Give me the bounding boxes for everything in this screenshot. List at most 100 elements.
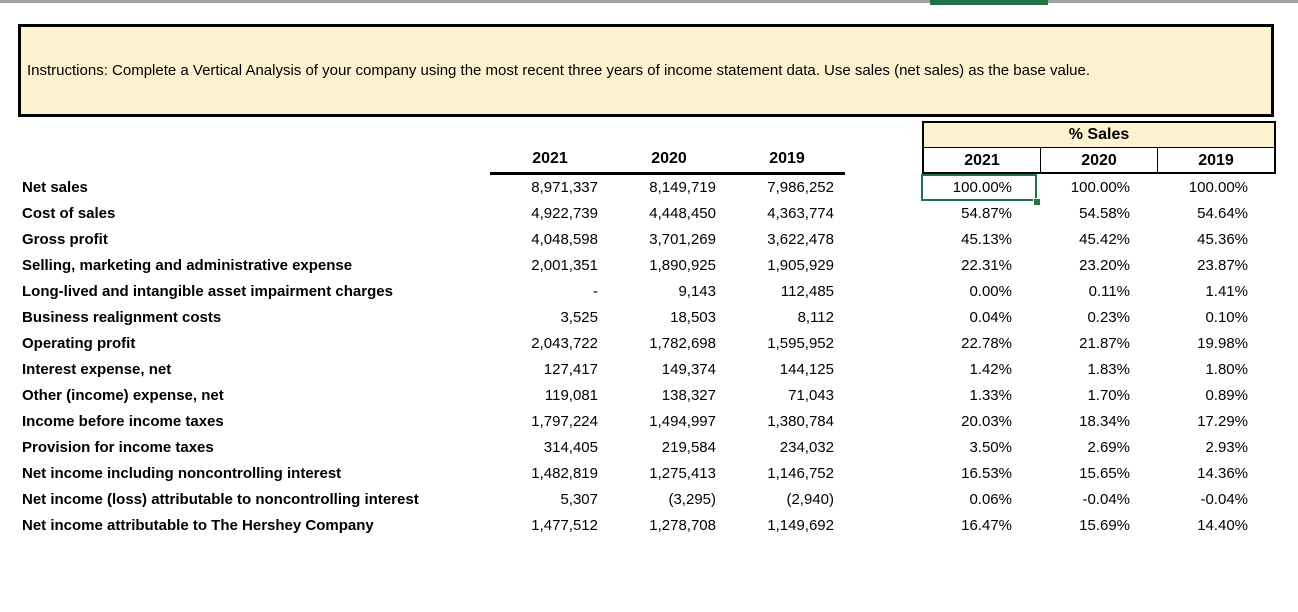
dollar-year-header-2020[interactable]: 2020	[651, 150, 687, 167]
pct-2019-cell[interactable]: 0.10%	[1205, 309, 1248, 326]
pct-2019-cell[interactable]: 1.80%	[1205, 361, 1248, 378]
pct-2021-cell[interactable]: 1.33%	[969, 387, 1012, 404]
dollar-year-header-2019[interactable]: 2019	[769, 150, 805, 167]
dollar-2021-cell[interactable]: 1,477,512	[531, 517, 598, 534]
pct-2021-cell[interactable]: 45.13%	[961, 231, 1012, 248]
pct-year-header-2020[interactable]: 2020	[1040, 148, 1157, 173]
pct-2020-cell[interactable]: 0.23%	[1087, 309, 1130, 326]
row-label-cell[interactable]: Operating profit	[22, 335, 136, 352]
dollar-2020-cell[interactable]: 1,782,698	[649, 335, 716, 352]
dollar-2019-cell[interactable]: 144,125	[779, 361, 834, 378]
pct-2019-cell[interactable]: 19.98%	[1197, 335, 1248, 352]
dollar-2020-cell[interactable]: 1,890,925	[649, 257, 716, 274]
dollar-2020-cell[interactable]: 1,275,413	[649, 465, 716, 482]
pct-2021-cell[interactable]: 16.53%	[961, 465, 1012, 482]
row-label-cell[interactable]: Gross profit	[22, 231, 108, 248]
pct-sales-title-cell[interactable]: % Sales	[924, 123, 1274, 148]
pct-2021-cell[interactable]: 54.87%	[961, 205, 1012, 222]
pct-2021-cell[interactable]: 3.50%	[969, 439, 1012, 456]
pct-2021-cell[interactable]: 0.04%	[969, 309, 1012, 326]
dollar-2021-cell[interactable]: 4,048,598	[531, 231, 598, 248]
pct-2020-cell[interactable]: 2.69%	[1087, 439, 1130, 456]
dollar-2019-cell[interactable]: 1,595,952	[767, 335, 834, 352]
row-label-cell[interactable]: Net income attributable to The Hershey C…	[22, 517, 374, 534]
dollar-2020-cell[interactable]: 9,143	[678, 283, 716, 300]
pct-2019-cell[interactable]: 0.89%	[1205, 387, 1248, 404]
pct-2019-cell[interactable]: 100.00%	[1188, 179, 1248, 196]
pct-2019-cell[interactable]: 45.36%	[1197, 231, 1248, 248]
pct-2019-cell[interactable]: 1.41%	[1205, 283, 1248, 300]
pct-2021-cell[interactable]: 0.00%	[969, 283, 1012, 300]
dollar-2021-cell[interactable]: 2,043,722	[531, 335, 598, 352]
row-label-cell[interactable]: Net income including noncontrolling inte…	[22, 465, 342, 482]
pct-2019-cell[interactable]: 17.29%	[1197, 413, 1248, 430]
dollar-2021-cell[interactable]: 4,922,739	[531, 205, 598, 222]
dollar-year-header-2021[interactable]: 2021	[532, 150, 568, 167]
pct-2021-cell[interactable]: 16.47%	[961, 517, 1012, 534]
row-label-cell[interactable]: Cost of sales	[22, 205, 116, 222]
dollar-2021-cell[interactable]: 127,417	[543, 361, 598, 378]
pct-2021-cell[interactable]: 1.42%	[969, 361, 1012, 378]
dollar-2021-cell[interactable]: -	[593, 283, 598, 300]
row-label-cell[interactable]: Net sales	[22, 179, 88, 196]
dollar-2021-cell[interactable]: 314,405	[543, 439, 598, 456]
dollar-2021-cell[interactable]: 119,081	[544, 387, 598, 404]
row-label-cell[interactable]: Other (income) expense, net	[22, 387, 224, 404]
dollar-2019-cell[interactable]: 1,380,784	[767, 413, 834, 430]
dollar-2020-cell[interactable]: 219,584	[661, 439, 716, 456]
dollar-2019-cell[interactable]: 1,146,752	[767, 465, 834, 482]
pct-2021-cell[interactable]: 100.00%	[952, 179, 1012, 196]
pct-2020-cell[interactable]: 100.00%	[1070, 179, 1130, 196]
dollar-2020-cell[interactable]: (3,295)	[668, 491, 716, 508]
row-label-cell[interactable]: Provision for income taxes	[22, 439, 214, 456]
dollar-2019-cell[interactable]: 4,363,774	[767, 205, 834, 222]
row-label-cell[interactable]: Business realignment costs	[22, 309, 222, 326]
pct-2020-cell[interactable]: 21.87%	[1079, 335, 1130, 352]
pct-2020-cell[interactable]: 1.70%	[1087, 387, 1130, 404]
pct-2019-cell[interactable]: 14.36%	[1197, 465, 1248, 482]
dollar-2021-cell[interactable]: 2,001,351	[531, 257, 598, 274]
dollar-2019-cell[interactable]: 1,149,692	[767, 517, 834, 534]
pct-2021-cell[interactable]: 22.31%	[961, 257, 1012, 274]
dollar-2021-cell[interactable]: 5,307	[560, 491, 598, 508]
row-label-cell[interactable]: Interest expense, net	[22, 361, 172, 378]
dollar-2020-cell[interactable]: 4,448,450	[649, 205, 716, 222]
dollar-2021-cell[interactable]: 8,971,337	[531, 179, 598, 196]
pct-2020-cell[interactable]: 1.83%	[1087, 361, 1130, 378]
pct-2020-cell[interactable]: 18.34%	[1079, 413, 1130, 430]
dollar-2020-cell[interactable]: 138,327	[661, 387, 716, 404]
pct-2020-cell[interactable]: -0.04%	[1082, 491, 1130, 508]
pct-year-header-2021[interactable]: 2021	[964, 151, 1000, 169]
dollar-2019-cell[interactable]: 3,622,478	[767, 231, 834, 248]
selection-fill-handle[interactable]	[1033, 198, 1040, 205]
dollar-2019-cell[interactable]: 1,905,929	[767, 257, 834, 274]
pct-2021-cell[interactable]: 20.03%	[961, 413, 1012, 430]
dollar-2020-cell[interactable]: 1,278,708	[649, 517, 716, 534]
pct-2019-cell[interactable]: 54.64%	[1197, 205, 1248, 222]
dollar-2020-cell[interactable]: 149,374	[661, 361, 716, 378]
pct-2020-cell[interactable]: 45.42%	[1079, 231, 1130, 248]
pct-2019-cell[interactable]: 23.87%	[1197, 257, 1248, 274]
row-label-cell[interactable]: Selling, marketing and administrative ex…	[22, 257, 353, 274]
dollar-2020-cell[interactable]: 18,503	[670, 309, 716, 326]
pct-2020-cell[interactable]: 15.69%	[1079, 517, 1130, 534]
dollar-2020-cell[interactable]: 1,494,997	[649, 413, 716, 430]
dollar-2019-cell[interactable]: 112,485	[780, 283, 834, 300]
dollar-2020-cell[interactable]: 3,701,269	[649, 231, 716, 248]
pct-2020-cell[interactable]: 54.58%	[1079, 205, 1130, 222]
dollar-2021-cell[interactable]: 1,797,224	[531, 413, 598, 430]
row-label-cell[interactable]: Net income (loss) attributable to noncon…	[22, 491, 419, 508]
row-label-cell[interactable]: Income before income taxes	[22, 413, 224, 430]
dollar-2020-cell[interactable]: 8,149,719	[649, 179, 716, 196]
dollar-2019-cell[interactable]: 71,043	[788, 387, 834, 404]
dollar-2021-cell[interactable]: 1,482,819	[531, 465, 598, 482]
dollar-2019-cell[interactable]: 7,986,252	[767, 179, 834, 196]
pct-2019-cell[interactable]: -0.04%	[1200, 491, 1248, 508]
pct-2019-cell[interactable]: 2.93%	[1205, 439, 1248, 456]
dollar-2019-cell[interactable]: 8,112	[797, 309, 834, 326]
dollar-2021-cell[interactable]: 3,525	[560, 309, 598, 326]
row-label-cell[interactable]: Long-lived and intangible asset impairme…	[22, 283, 393, 300]
pct-year-header-2019[interactable]: 2019	[1157, 148, 1274, 173]
pct-2020-cell[interactable]: 0.11%	[1088, 283, 1130, 300]
dollar-2019-cell[interactable]: (2,940)	[786, 491, 834, 508]
